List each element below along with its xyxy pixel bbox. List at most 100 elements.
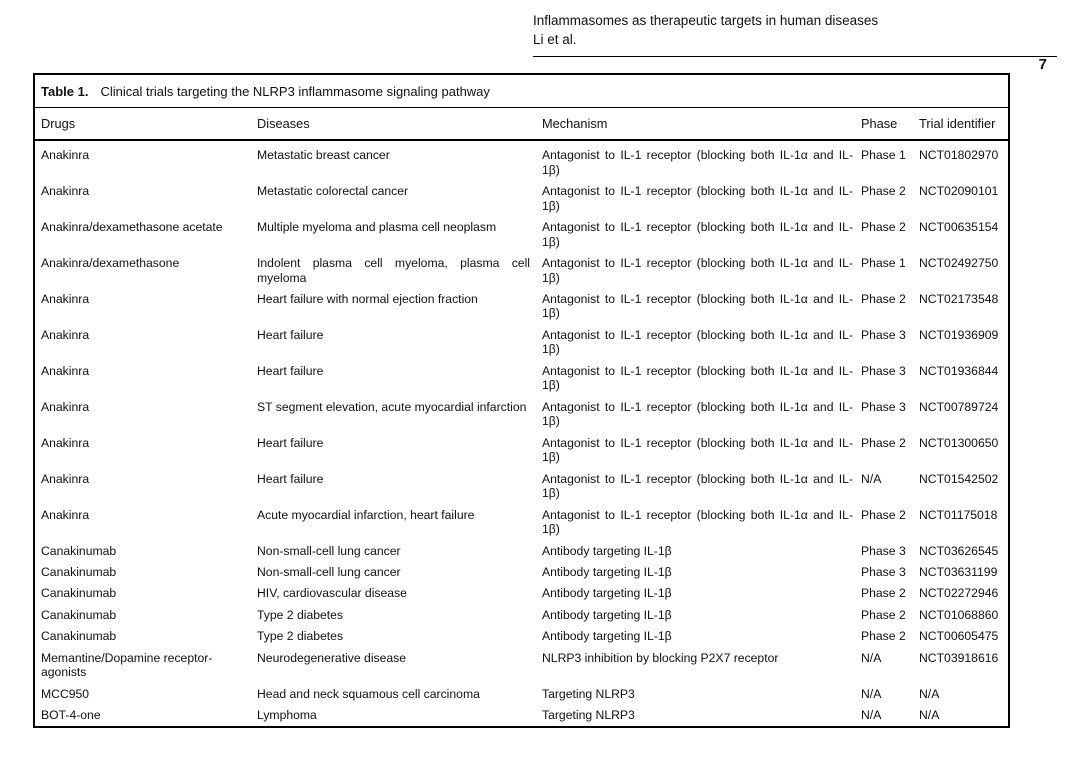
cell-trial: NCT02090101 [919, 183, 999, 198]
cell-phase: Phase 2 [861, 183, 906, 198]
cell-phase: Phase 2 [861, 291, 906, 306]
cell-trial: NCT02492750 [919, 255, 999, 270]
column-header-drugs: Drugs [35, 108, 257, 141]
cell-phase: N/A [861, 650, 882, 665]
cell-diseases: Acute myocardial infarction, heart failu… [257, 507, 475, 522]
table-row: Canakinumab Non-small-cell lung cancer Ant… [35, 540, 1008, 561]
table-row: Anakinra Heart failure Antagonist to IL-1 … [35, 432, 1008, 468]
clinical-trials-table: Drugs Diseases Mechanism Phase Trial ide… [35, 108, 1008, 726]
table-1-container: Table 1. Clinical trials targeting the NL… [33, 73, 1010, 728]
table-row: Canakinumab Type 2 diabetes Antibody targe… [35, 604, 1008, 625]
cell-diseases: ST segment elevation, acute myocardial i… [257, 399, 527, 414]
cell-phase: Phase 1 [861, 255, 906, 270]
running-head: Inflammasomes as therapeutic targets in … [533, 12, 1057, 57]
cell-mechanism: Antagonist to IL-1 receptor (blocking bo… [542, 183, 853, 213]
cell-trial: NCT01175018 [919, 507, 998, 522]
cell-mechanism: Antagonist to IL-1 receptor (blocking bo… [542, 255, 853, 285]
cell-trial: NCT01300650 [919, 435, 999, 450]
cell-drugs: Anakinra [41, 471, 90, 486]
cell-phase: Phase 2 [861, 219, 906, 234]
column-header-phase: Phase [861, 108, 919, 141]
cell-mechanism: Antibody targeting IL-1β [542, 607, 672, 622]
cell-diseases: Multiple myeloma and plasma cell neoplas… [257, 219, 497, 234]
cell-drugs: Anakinra [41, 507, 90, 522]
cell-trial: NCT01802970 [919, 148, 999, 162]
cell-mechanism: Antagonist to IL-1 receptor (blocking bo… [542, 219, 853, 249]
cell-drugs: Canakinumab [41, 543, 117, 558]
cell-phase: Phase 3 [861, 327, 906, 342]
table-row: Anakinra Heart failure Antagonist to IL-1 … [35, 468, 1008, 504]
cell-trial: NCT00789724 [919, 399, 999, 414]
table-row: Anakinra Heart failure with normal ejecti… [35, 288, 1008, 324]
cell-drugs: Anakinra [41, 148, 90, 162]
paper-authors: Li et al. [533, 32, 577, 47]
cell-phase: Phase 2 [861, 435, 906, 450]
table-row: Canakinumab Type 2 diabetes Antibody targe… [35, 626, 1008, 647]
cell-drugs: Anakinra [41, 327, 90, 342]
cell-diseases: Indolent plasma cell myeloma, plasma cel… [257, 255, 530, 285]
cell-phase: Phase 3 [861, 399, 906, 414]
cell-drugs: BOT-4-one [41, 707, 101, 722]
cell-drugs: MCC950 [41, 686, 90, 701]
table-row: Anakinra Metastatic breast cancer Antagoni… [35, 140, 1008, 181]
cell-mechanism: Antagonist to IL-1 receptor (blocking bo… [542, 148, 853, 177]
cell-trial: NCT01542502 [919, 471, 999, 486]
paper-title: Inflammasomes as therapeutic targets in … [533, 13, 879, 28]
cell-diseases: Non-small-cell lung cancer [257, 543, 401, 558]
cell-mechanism: Antagonist to IL-1 receptor (blocking bo… [542, 291, 853, 321]
table-row: Canakinumab Non-small-cell lung cancer Ant… [35, 562, 1008, 583]
cell-diseases: Heart failure [257, 327, 324, 342]
cell-diseases: Head and neck squamous cell carcinoma [257, 686, 480, 701]
table-header-row: Drugs Diseases Mechanism Phase Trial ide… [35, 108, 1008, 141]
page-number: 7 [1038, 56, 1047, 73]
cell-drugs: Anakinra [41, 435, 90, 450]
cell-trial: NCT02272946 [919, 586, 999, 601]
cell-diseases: Type 2 diabetes [257, 607, 344, 622]
cell-phase: N/A [861, 471, 882, 486]
column-header-mechanism: Mechanism [542, 108, 861, 141]
table-row: Memantine/Dopamine receptor-agonists Neur… [35, 647, 1008, 683]
cell-trial: NCT00635154 [919, 219, 999, 234]
cell-drugs: Memantine/Dopamine receptor-agonists [41, 650, 213, 680]
cell-trial: NCT00605475 [919, 629, 999, 644]
cell-diseases: Heart failure [257, 363, 324, 378]
cell-drugs: Anakinra [41, 399, 90, 414]
table-caption-text: Clinical trials targeting the NLRP3 infl… [100, 84, 490, 99]
cell-mechanism: Antibody targeting IL-1β [542, 586, 672, 601]
cell-mechanism: Antagonist to IL-1 receptor (blocking bo… [542, 435, 853, 465]
cell-diseases: Type 2 diabetes [257, 629, 344, 644]
table-row: Anakinra ST segment elevation, acute myoc… [35, 396, 1008, 432]
cell-phase: Phase 1 [861, 148, 906, 162]
cell-trial: NCT02173548 [919, 291, 999, 306]
cell-diseases: Non-small-cell lung cancer [257, 565, 401, 580]
cell-trial: NCT01936844 [919, 363, 999, 378]
table-caption: Table 1. Clinical trials targeting the NL… [35, 75, 1008, 108]
table-row: Anakinra Metastatic colorectal cancer Anta… [35, 181, 1008, 217]
cell-mechanism: Antagonist to IL-1 receptor (blocking bo… [542, 471, 853, 501]
cell-mechanism: Antagonist to IL-1 receptor (blocking bo… [542, 399, 853, 429]
cell-phase: N/A [861, 686, 882, 701]
cell-mechanism: Antibody targeting IL-1β [542, 565, 672, 580]
cell-phase: N/A [861, 707, 882, 722]
cell-mechanism: Targeting NLRP3 [542, 707, 635, 722]
cell-drugs: Canakinumab [41, 629, 117, 644]
cell-trial: NCT01936909 [919, 327, 999, 342]
table-row: BOT-4-one Lymphoma Targeting NLRP3 N/A N/A [35, 704, 1008, 725]
cell-diseases: Heart failure [257, 471, 324, 486]
cell-phase: Phase 2 [861, 629, 906, 644]
table-row: Anakinra Heart failure Antagonist to IL-1 … [35, 360, 1008, 396]
column-header-trial-identifier: Trial identifier [919, 108, 1008, 141]
cell-diseases: Lymphoma [257, 707, 317, 722]
cell-phase: Phase 3 [861, 565, 906, 580]
cell-trial: NCT03631199 [919, 565, 998, 580]
cell-mechanism: Antibody targeting IL-1β [542, 629, 672, 644]
cell-drugs: Anakinra [41, 183, 90, 198]
table-row: Canakinumab HIV, cardiovascular disease An… [35, 583, 1008, 604]
table-row: MCC950 Head and neck squamous cell carcin… [35, 683, 1008, 704]
cell-mechanism: Antagonist to IL-1 receptor (blocking bo… [542, 363, 853, 393]
cell-trial: NCT03626545 [919, 543, 999, 558]
cell-diseases: Heart failure with normal ejection fract… [257, 291, 478, 306]
cell-drugs: Anakinra [41, 291, 90, 306]
cell-drugs: Anakinra [41, 363, 90, 378]
cell-drugs: Canakinumab [41, 565, 117, 580]
